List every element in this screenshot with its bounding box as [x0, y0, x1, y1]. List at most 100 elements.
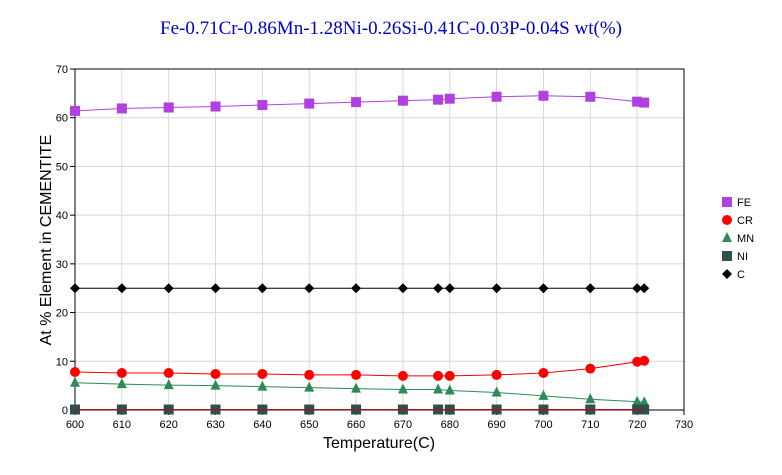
data-point-mn	[351, 382, 362, 393]
data-point-cr	[538, 367, 549, 378]
data-point-c	[163, 283, 174, 294]
data-point-c	[585, 283, 596, 294]
y-tick-label: 70	[56, 64, 68, 76]
data-point-mn	[491, 386, 502, 397]
data-point-c	[639, 283, 650, 294]
data-point-fe	[116, 103, 127, 114]
legend-label-cr: CR	[737, 215, 753, 227]
x-axis-label: Temperature(C)	[323, 435, 435, 452]
data-point-c	[210, 283, 221, 294]
x-tick-label: 640	[253, 419, 271, 431]
legend-label-fe: FE	[737, 197, 751, 209]
data-point-mn	[585, 393, 596, 404]
data-point-fe	[639, 97, 650, 108]
y-tick-label: 0	[62, 405, 68, 417]
legend-marker-ni	[722, 251, 732, 261]
y-tick-label: 20	[56, 308, 68, 320]
data-point-c	[257, 283, 268, 294]
y-tick-label: 60	[56, 113, 68, 125]
data-point-cr	[397, 370, 408, 381]
data-point-cr	[210, 368, 221, 379]
data-point-fe	[444, 93, 455, 104]
x-tick-label: 670	[394, 419, 412, 431]
data-point-fe	[70, 105, 80, 116]
data-point-cr	[491, 369, 502, 380]
data-point-c	[632, 283, 643, 294]
x-tick-label: 690	[487, 419, 505, 431]
data-point-c	[397, 283, 408, 294]
data-point-fe	[397, 95, 408, 106]
data-point-cr	[433, 370, 444, 381]
data-point-mn	[116, 378, 127, 389]
y-tick-label: 40	[56, 210, 68, 222]
legend-label-mn: MN	[737, 233, 754, 245]
data-point-fe	[304, 98, 315, 109]
data-point-cr	[163, 367, 174, 378]
data-point-cr	[304, 369, 315, 380]
x-tick-label: 600	[66, 419, 84, 431]
data-point-c	[538, 283, 549, 294]
data-point-fe	[538, 90, 549, 101]
data-point-c	[304, 283, 315, 294]
legend-label-ni: NI	[737, 251, 748, 263]
y-tick-label: 10	[56, 356, 68, 368]
data-point-mn	[632, 395, 643, 406]
data-point-mn	[639, 396, 650, 407]
x-tick-label: 680	[441, 419, 459, 431]
legend-marker-c	[722, 269, 732, 279]
data-point-mn	[397, 383, 408, 394]
legend-marker-mn	[722, 232, 732, 242]
data-point-fe	[585, 91, 596, 102]
data-point-cr	[70, 367, 80, 378]
x-tick-label: 710	[581, 419, 599, 431]
data-point-fe	[163, 102, 174, 113]
legend: FE CR MN NI C	[722, 197, 754, 281]
data-point-mn	[538, 389, 549, 400]
data-point-c	[70, 283, 80, 294]
data-point-mn	[257, 380, 268, 391]
y-axis-label: At % Element in CEMENTITE	[38, 135, 55, 346]
data-point-mn	[433, 383, 444, 394]
axes: 600 610 620 630 640 650 660 670 680 690 700 710 720 7…	[56, 64, 693, 431]
x-tick-label: 620	[160, 419, 178, 431]
y-tick-label: 30	[56, 259, 68, 271]
data-point-fe	[210, 101, 221, 112]
data-point-cr	[116, 367, 127, 378]
data-point-fe	[632, 96, 643, 107]
data-point-cr	[257, 368, 268, 379]
x-tick-label: 660	[347, 419, 365, 431]
grid	[74, 68, 685, 411]
x-tick-label: 720	[628, 419, 646, 431]
data-point-fe	[491, 91, 502, 102]
plot-frame	[74, 68, 685, 411]
chart-title: Fe-0.71Cr-0.86Mn-1.28Ni-0.26Si-0.41C-0.0…	[160, 18, 622, 39]
data-point-cr	[639, 355, 650, 366]
data-point-cr	[351, 369, 362, 380]
y-tick-label: 50	[56, 161, 68, 173]
data-point-fe	[257, 100, 268, 111]
data-point-mn	[163, 379, 174, 390]
data-point-cr	[444, 370, 455, 381]
data-point-c	[444, 283, 455, 294]
data-point-c	[491, 283, 502, 294]
data-point-c	[116, 283, 127, 294]
data-point-fe	[433, 94, 444, 105]
legend-marker-fe	[722, 197, 732, 207]
series-group	[70, 90, 650, 415]
data-point-c	[433, 283, 444, 294]
legend-marker-cr	[722, 215, 732, 225]
x-tick-label: 610	[113, 419, 131, 431]
data-point-mn	[70, 376, 80, 387]
data-point-mn	[444, 384, 455, 395]
data-point-fe	[351, 97, 362, 108]
data-point-mn	[210, 379, 221, 390]
data-point-cr	[585, 363, 596, 374]
x-tick-label: 650	[300, 419, 318, 431]
data-point-mn	[304, 381, 315, 392]
data-point-c	[351, 283, 362, 294]
legend-label-c: C	[737, 269, 745, 281]
x-tick-label: 630	[206, 419, 224, 431]
x-tick-label: 700	[534, 419, 552, 431]
x-tick-label: 730	[675, 419, 693, 431]
